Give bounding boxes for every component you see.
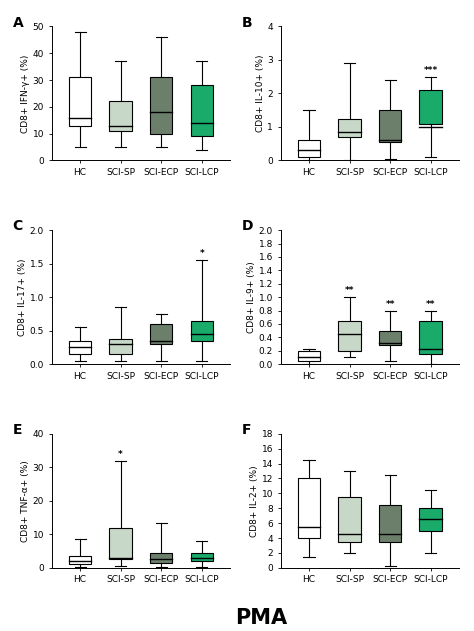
Bar [419, 508, 442, 531]
Bar [109, 339, 132, 354]
Bar [379, 505, 401, 542]
Bar [150, 324, 173, 344]
Bar [338, 119, 361, 137]
Text: B: B [241, 16, 252, 30]
Text: D: D [241, 220, 253, 233]
Text: PMA: PMA [235, 608, 287, 628]
Bar [69, 78, 91, 126]
Bar [109, 528, 132, 560]
Bar [69, 556, 91, 565]
Text: ***: *** [423, 66, 438, 74]
Y-axis label: CD8+ IL-17+ (%): CD8+ IL-17+ (%) [18, 258, 27, 336]
Bar [298, 140, 320, 157]
Bar [150, 78, 173, 134]
Bar [109, 102, 132, 131]
Text: **: ** [426, 300, 436, 309]
Y-axis label: CD8+ IL-2+ (%): CD8+ IL-2+ (%) [250, 465, 259, 536]
Bar [298, 351, 320, 361]
Y-axis label: CD8+ IFN-γ+ (%): CD8+ IFN-γ+ (%) [21, 54, 30, 133]
Bar [150, 553, 173, 563]
Text: A: A [12, 16, 23, 30]
Text: E: E [12, 423, 22, 437]
Bar [298, 478, 320, 538]
Bar [338, 497, 361, 542]
Y-axis label: CD8+ IL-9+ (%): CD8+ IL-9+ (%) [247, 261, 256, 333]
Text: C: C [12, 220, 23, 233]
Y-axis label: CD8+ TNF-α+ (%): CD8+ TNF-α+ (%) [21, 460, 30, 541]
Text: F: F [241, 423, 251, 437]
Bar [379, 110, 401, 142]
Bar [191, 321, 213, 341]
Bar [69, 341, 91, 354]
Bar [338, 321, 361, 351]
Y-axis label: CD8+ IL-10+ (%): CD8+ IL-10+ (%) [255, 55, 264, 132]
Text: **: ** [345, 286, 355, 295]
Bar [419, 90, 442, 124]
Text: *: * [199, 249, 204, 258]
Bar [419, 321, 442, 354]
Text: **: ** [385, 300, 395, 309]
Bar [191, 553, 213, 561]
Bar [191, 85, 213, 136]
Text: *: * [118, 450, 123, 459]
Bar [379, 331, 401, 345]
